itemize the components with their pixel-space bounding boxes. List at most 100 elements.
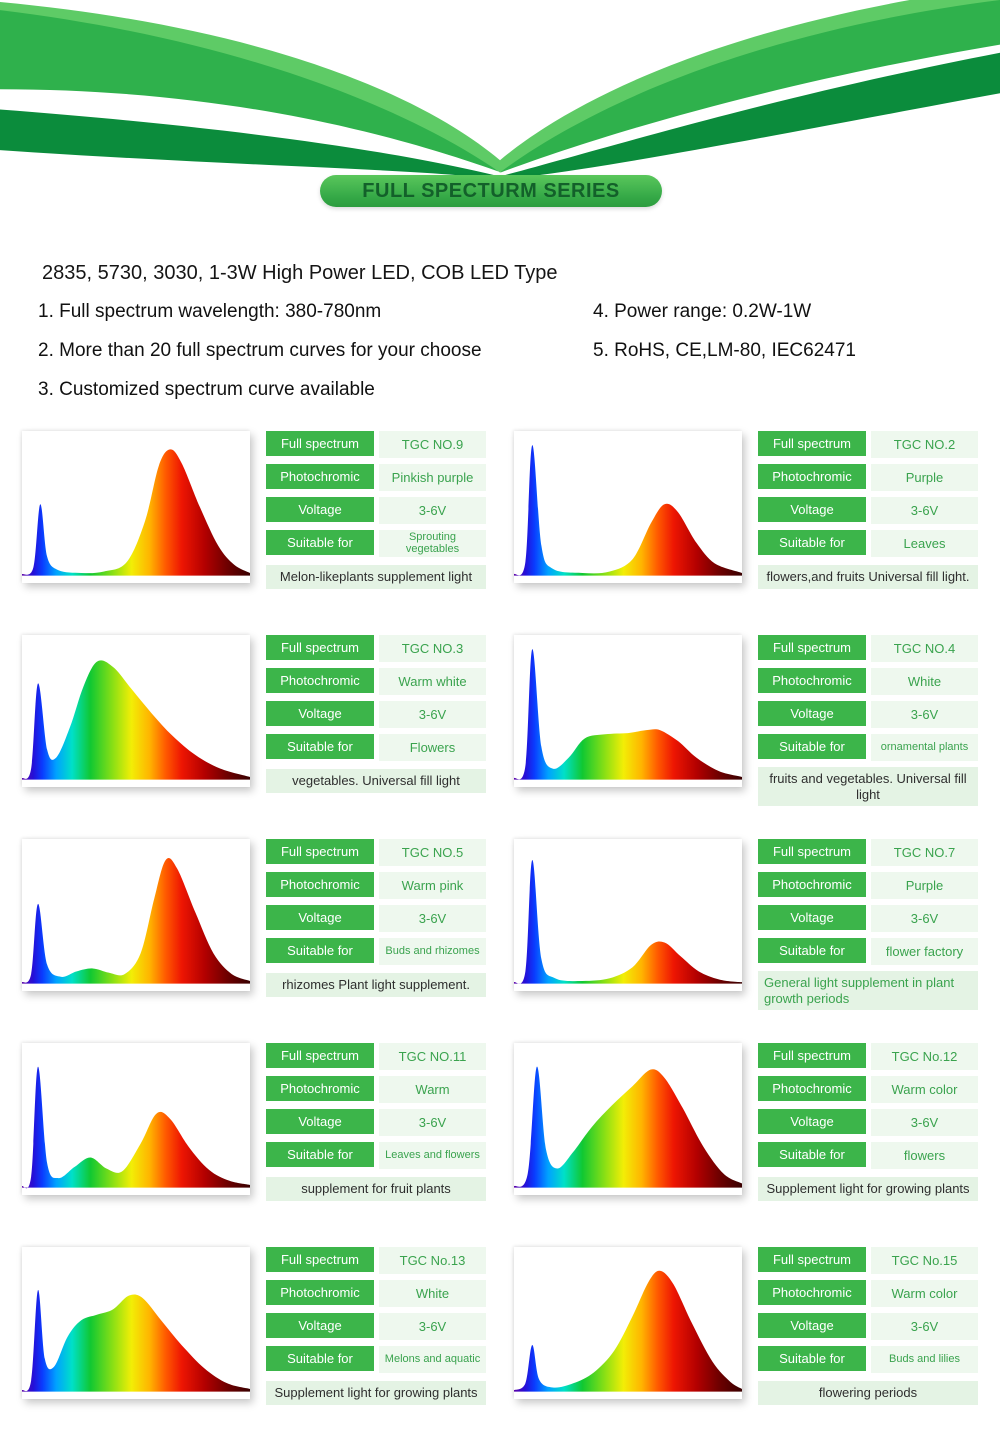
spec-value-full-spectrum: TGC NO.5 xyxy=(379,839,486,866)
spec-row-full-spectrum: Full spectrum TGC NO.2 xyxy=(758,431,978,458)
header: FULL SPECTURM SERIES xyxy=(0,0,1000,218)
spec-label-voltage: Voltage xyxy=(758,701,866,726)
spectrum-chart xyxy=(22,635,250,787)
spec-value-photochromic: Warm color xyxy=(871,1076,978,1103)
spec-table: Full spectrum TGC NO.5 Photochromic Warm pi… xyxy=(266,839,486,997)
card-caption: General light supplement in plant growth… xyxy=(758,971,978,1011)
spec-row-voltage: Voltage 3-6V xyxy=(266,1313,486,1340)
spec-label-photochromic: Photochromic xyxy=(266,872,374,897)
spec-label-voltage: Voltage xyxy=(266,701,374,726)
spec-row-voltage: Voltage 3-6V xyxy=(758,701,978,728)
feature-item-4: 4. Power range: 0.2W-1W xyxy=(593,301,812,322)
spec-row-photochromic: Photochromic White xyxy=(758,668,978,695)
spec-value-suitable-for: flower factory xyxy=(871,938,978,965)
spec-label-voltage: Voltage xyxy=(758,905,866,930)
spec-row-photochromic: Photochromic Warm white xyxy=(266,668,486,695)
spec-label-voltage: Voltage xyxy=(758,497,866,522)
spec-label-suitable-for: Suitable for xyxy=(758,530,866,555)
spec-label-photochromic: Photochromic xyxy=(758,1076,866,1101)
card-caption: supplement for fruit plants xyxy=(266,1177,486,1201)
spec-value-photochromic: White xyxy=(871,668,978,695)
spec-label-full-spectrum: Full spectrum xyxy=(266,839,374,864)
spec-row-voltage: Voltage 3-6V xyxy=(266,497,486,524)
spectrum-chart xyxy=(22,431,250,583)
spec-row-photochromic: Photochromic Warm color xyxy=(758,1280,978,1307)
spec-label-suitable-for: Suitable for xyxy=(266,530,374,555)
spec-label-photochromic: Photochromic xyxy=(266,668,374,693)
spec-value-voltage: 3-6V xyxy=(871,1109,978,1136)
spec-value-photochromic: Warm xyxy=(379,1076,486,1103)
feature-item-5: 5. RoHS, CE,LM-80, IEC62471 xyxy=(593,340,856,361)
spec-label-voltage: Voltage xyxy=(266,905,374,930)
card-caption: Melon-likeplants supplement light xyxy=(266,565,486,589)
spec-table: Full spectrum TGC No.15 Photochromic Warm c… xyxy=(758,1247,978,1405)
spec-label-photochromic: Photochromic xyxy=(758,872,866,897)
spec-row-suitable-for: Suitable for Sprouting vegetables xyxy=(266,530,486,557)
spectrum-card-9: Full spectrum TGC No.13 Photochromic White V… xyxy=(22,1247,486,1405)
spec-label-full-spectrum: Full spectrum xyxy=(758,1247,866,1272)
spec-label-suitable-for: Suitable for xyxy=(758,1346,866,1371)
spec-label-photochromic: Photochromic xyxy=(266,464,374,489)
spec-label-photochromic: Photochromic xyxy=(758,668,866,693)
spec-row-full-spectrum: Full spectrum TGC NO.5 xyxy=(266,839,486,866)
spec-row-voltage: Voltage 3-6V xyxy=(758,1313,978,1340)
spectrum-card-1: Full spectrum TGC NO.9 Photochromic Pinkish… xyxy=(22,431,486,589)
spec-label-suitable-for: Suitable for xyxy=(266,734,374,759)
features-right-column: 4. Power range: 0.2W-1W 5. RoHS, CE,LM-8… xyxy=(593,301,856,401)
feature-item-3: 3. Customized spectrum curve available xyxy=(38,379,375,400)
spectrum-chart xyxy=(514,1247,742,1399)
spec-row-full-spectrum: Full spectrum TGC NO.7 xyxy=(758,839,978,866)
spec-row-photochromic: Photochromic Purple xyxy=(758,464,978,491)
spec-value-suitable-for: Flowers xyxy=(379,734,486,761)
spectrum-curve-icon xyxy=(22,1289,250,1392)
spec-row-suitable-for: Suitable for Flowers xyxy=(266,734,486,761)
spec-row-photochromic: Photochromic White xyxy=(266,1280,486,1307)
spec-row-voltage: Voltage 3-6V xyxy=(266,701,486,728)
spec-value-suitable-for: Leaves and flowers xyxy=(379,1142,486,1169)
spec-label-full-spectrum: Full spectrum xyxy=(266,1043,374,1068)
spec-label-voltage: Voltage xyxy=(758,1109,866,1134)
spectrum-curve-icon xyxy=(22,660,250,780)
spec-row-photochromic: Photochromic Warm color xyxy=(758,1076,978,1103)
card-caption: flowering periods xyxy=(758,1381,978,1405)
spec-row-suitable-for: Suitable for Melons and aquatic xyxy=(266,1346,486,1373)
series-badge: FULL SPECTURM SERIES xyxy=(320,175,662,207)
spectrum-card-3: Full spectrum TGC NO.3 Photochromic Warm wh… xyxy=(22,635,486,793)
spec-row-full-spectrum: Full spectrum TGC No.12 xyxy=(758,1043,978,1070)
spectrum-chart xyxy=(22,839,250,991)
spec-label-voltage: Voltage xyxy=(266,497,374,522)
spec-value-voltage: 3-6V xyxy=(871,1313,978,1340)
spec-row-full-spectrum: Full spectrum TGC NO.4 xyxy=(758,635,978,662)
spec-value-suitable-for: Melons and aquatic xyxy=(379,1346,486,1373)
features-list: 1. Full spectrum wavelength: 380-780nm 2… xyxy=(38,301,1000,401)
spec-row-photochromic: Photochromic Warm pink xyxy=(266,872,486,899)
spec-value-full-spectrum: TGC No.13 xyxy=(379,1247,486,1274)
spec-value-photochromic: Warm pink xyxy=(379,872,486,899)
spec-value-voltage: 3-6V xyxy=(871,905,978,932)
card-caption: Supplement light for growing plants xyxy=(758,1177,978,1201)
spec-label-voltage: Voltage xyxy=(758,1313,866,1338)
spectrum-chart xyxy=(22,1043,250,1195)
spec-value-voltage: 3-6V xyxy=(871,701,978,728)
spec-table: Full spectrum TGC NO.9 Photochromic Pinkish… xyxy=(266,431,486,589)
spec-label-suitable-for: Suitable for xyxy=(266,1346,374,1371)
spectrum-chart xyxy=(514,431,742,583)
spec-row-photochromic: Photochromic Pinkish purple xyxy=(266,464,486,491)
spectrum-curve-icon xyxy=(514,649,742,780)
spec-value-suitable-for: Buds and lilies xyxy=(871,1346,978,1373)
spectrum-curve-icon xyxy=(514,445,742,576)
spectrum-curve-icon xyxy=(22,857,250,984)
spec-table: Full spectrum TGC NO.7 Photochromic Purple V… xyxy=(758,839,978,1011)
spectrum-curve-icon xyxy=(514,860,742,984)
spec-value-suitable-for: ornamental plants xyxy=(871,734,978,761)
page-title: 2835, 5730, 3030, 1-3W High Power LED, C… xyxy=(42,262,558,284)
spectrum-curve-icon xyxy=(514,1066,742,1188)
spec-row-suitable-for: Suitable for ornamental plants xyxy=(758,734,978,761)
spec-label-photochromic: Photochromic xyxy=(266,1076,374,1101)
spec-table: Full spectrum TGC NO.4 Photochromic White Vo… xyxy=(758,635,978,807)
spec-value-full-spectrum: TGC NO.7 xyxy=(871,839,978,866)
spec-value-voltage: 3-6V xyxy=(871,497,978,524)
spec-row-voltage: Voltage 3-6V xyxy=(266,905,486,932)
cards-grid: Full spectrum TGC NO.9 Photochromic Pinkish… xyxy=(22,431,978,1405)
spec-table: Full spectrum TGC No.13 Photochromic White V… xyxy=(266,1247,486,1405)
